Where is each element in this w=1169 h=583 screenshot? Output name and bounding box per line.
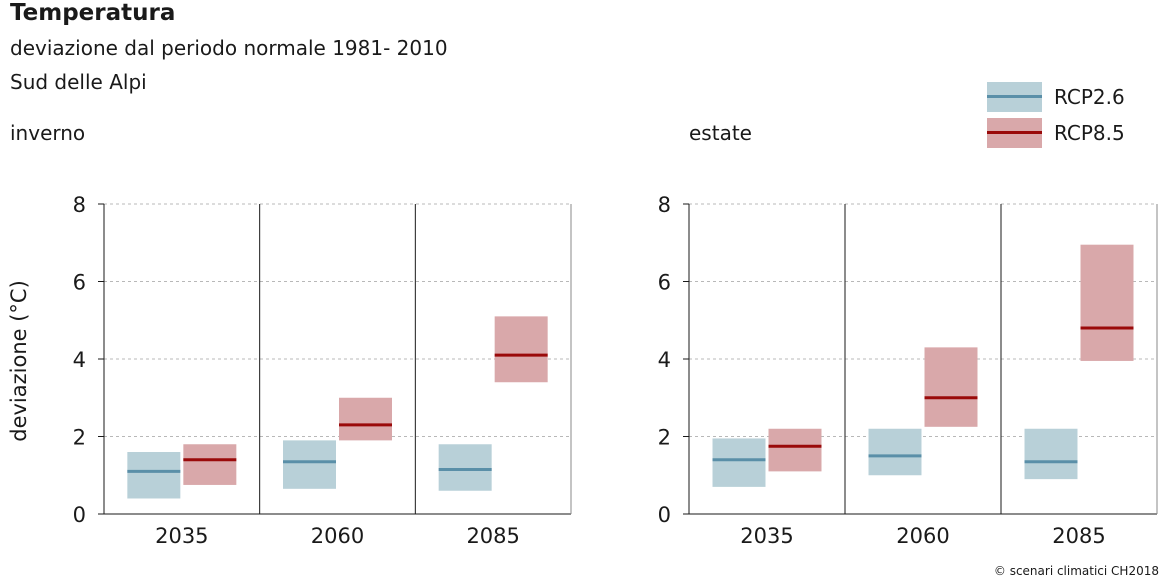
y-tick-label: 6 (658, 271, 671, 295)
y-tick-label: 0 (73, 503, 86, 527)
chart-panel-summer: 0 2 4 6 8 2035 2060 2085 (658, 193, 1157, 548)
x-tick-label: 2035 (740, 524, 793, 548)
y-tick-label: 8 (73, 193, 86, 217)
y-tick-label: 0 (658, 503, 671, 527)
range-box-rcp26 (713, 438, 766, 486)
y-tick-label: 4 (73, 348, 86, 372)
x-tick-label: 2060 (311, 524, 364, 548)
range-box-rcp26 (869, 429, 922, 476)
range-box-rcp85 (925, 347, 978, 426)
y-tick-label: 2 (658, 426, 671, 450)
range-box-rcp85 (1081, 245, 1134, 361)
range-box-rcp26 (439, 444, 492, 491)
y-tick-label: 8 (658, 193, 671, 217)
x-tick-label: 2060 (896, 524, 949, 548)
range-box-rcp85 (769, 429, 822, 472)
range-box-rcp26 (1025, 429, 1078, 479)
x-tick-label: 2035 (155, 524, 208, 548)
y-tick-label: 6 (73, 271, 86, 295)
charts-canvas: 0 2 4 6 8 2035 2060 2085 deviazione (°C) 0 2 4 6 8 203… (0, 0, 1169, 583)
credit: © scenari climatici CH2018 (994, 564, 1159, 578)
y-axis-label: deviazione (°C) (7, 280, 31, 442)
range-box-rcp26 (283, 440, 336, 488)
chart-panel-winter: 0 2 4 6 8 2035 2060 2085 deviazione (°C) (7, 193, 571, 548)
y-tick-label: 4 (658, 348, 671, 372)
range-box-rcp85 (339, 398, 392, 441)
range-box-rcp85 (495, 316, 548, 382)
x-tick-label: 2085 (1052, 524, 1105, 548)
range-box-rcp26 (127, 452, 180, 499)
y-tick-label: 2 (73, 426, 86, 450)
x-tick-label: 2085 (466, 524, 519, 548)
range-box-rcp85 (183, 444, 236, 485)
